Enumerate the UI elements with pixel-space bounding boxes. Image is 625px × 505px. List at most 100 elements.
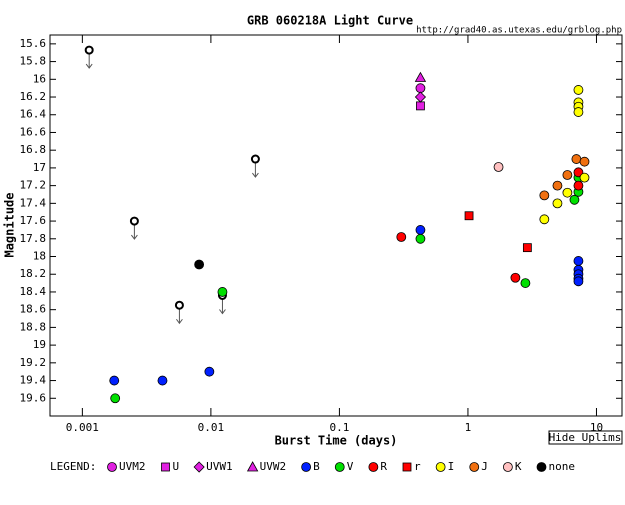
legend-label: U <box>173 460 180 473</box>
x-tick-label: 0.001 <box>66 421 99 434</box>
legend-marker <box>469 462 480 472</box>
data-point <box>579 156 590 167</box>
y-tick-label: 19.2 <box>20 356 47 369</box>
data-point <box>415 83 426 94</box>
y-tick-label: 17.6 <box>20 214 47 227</box>
y-tick-label: 18.8 <box>20 320 47 333</box>
legend-label: K <box>515 460 522 473</box>
data-point <box>552 180 563 191</box>
y-tick-label: 17.8 <box>20 232 47 245</box>
y-tick-label: 16 <box>33 72 46 85</box>
y-tick-label: 15.6 <box>20 37 47 50</box>
data-point <box>573 85 584 95</box>
hide-uplims-button[interactable] <box>548 430 623 445</box>
data-point <box>562 187 573 198</box>
hide-uplims-label[interactable]: Hide Uplims <box>549 431 622 444</box>
x-tick-label: 0.1 <box>329 421 349 434</box>
legend-label: r <box>414 460 421 473</box>
data-point <box>539 190 550 201</box>
data-point <box>522 243 532 253</box>
y-tick-label: 16.8 <box>20 143 47 156</box>
chart-title: GRB 060218A Light Curve <box>247 14 413 28</box>
data-point <box>204 366 215 377</box>
legend-marker <box>107 462 117 472</box>
source-url: http://grad40.as.utexas.edu/grblog.php <box>416 26 622 36</box>
x-tick-label: 0.01 <box>198 421 225 434</box>
data-point <box>510 272 521 283</box>
legend-marker <box>334 462 345 472</box>
legend-marker <box>368 462 379 472</box>
plot-frame <box>49 34 623 417</box>
legend-label: none <box>549 460 576 473</box>
data-point <box>569 194 580 205</box>
legend-marker <box>402 462 412 472</box>
y-tick-label: 19.4 <box>20 374 47 387</box>
uplim-arrow-head <box>176 318 183 325</box>
upper-limit <box>250 154 260 164</box>
uplim-arrow-head <box>85 63 93 69</box>
legend-marker <box>193 461 205 473</box>
data-point <box>539 214 550 225</box>
data-point <box>414 91 427 103</box>
data-point <box>396 232 407 242</box>
data-point <box>579 172 590 183</box>
data-point <box>414 71 427 82</box>
data-point <box>157 375 168 386</box>
uplim-arrow-head <box>219 309 226 315</box>
y-tick-label: 17 <box>33 161 46 174</box>
y-tick-label: 16.6 <box>20 125 47 138</box>
legend-marker <box>161 462 170 472</box>
y-tick-label: 16.2 <box>20 90 47 103</box>
x-axis-label: Burst Time (days) <box>275 434 398 448</box>
upper-limit <box>129 216 139 226</box>
y-tick-label: 18.6 <box>20 303 47 316</box>
data-point <box>415 233 426 244</box>
data-point <box>464 211 474 221</box>
legend-marker <box>246 461 259 472</box>
y-tick-label: 18.2 <box>20 267 47 280</box>
legend-marker <box>536 462 547 472</box>
data-point <box>552 198 563 209</box>
legend-marker <box>502 462 513 472</box>
legend-marker <box>435 462 446 472</box>
data-point <box>573 107 584 117</box>
y-axis-label: Magnitude <box>3 192 17 257</box>
y-tick-label: 15.8 <box>20 55 47 68</box>
legend-label: UVM2 <box>119 460 146 473</box>
legend-label: UVW1 <box>206 460 233 473</box>
uplim-arrow-head <box>130 234 138 240</box>
legend-label: R <box>380 460 387 473</box>
data-point <box>573 276 584 287</box>
data-point <box>573 180 584 191</box>
y-tick-label: 19.6 <box>20 391 47 404</box>
x-tick-label: 1 <box>465 421 472 434</box>
upper-limit <box>84 45 94 55</box>
x-tick-label: 10 <box>590 421 603 434</box>
data-point <box>217 287 228 297</box>
data-point <box>110 393 121 404</box>
y-tick-label: 17.4 <box>20 196 47 209</box>
legend-marker <box>301 462 312 472</box>
data-point <box>520 278 531 288</box>
y-tick-label: 17.2 <box>20 179 47 192</box>
legend-label: B <box>313 460 320 473</box>
legend-title: LEGEND: <box>50 460 96 473</box>
y-tick-label: 18.4 <box>20 285 47 298</box>
upper-limit <box>174 300 184 310</box>
data-point <box>416 101 425 111</box>
data-point <box>571 154 582 164</box>
y-tick-label: 19 <box>33 338 46 351</box>
data-point <box>415 225 426 235</box>
legend-label: UVW2 <box>260 460 287 473</box>
y-tick-label: 18 <box>33 250 46 263</box>
legend-label: V <box>347 460 354 473</box>
legend-label: J <box>481 460 488 473</box>
data-point <box>493 162 504 172</box>
data-point <box>194 259 205 270</box>
legend-label: I <box>448 460 455 473</box>
uplim-arrow-head <box>252 172 259 178</box>
data-point <box>573 256 584 266</box>
data-point <box>109 375 120 386</box>
